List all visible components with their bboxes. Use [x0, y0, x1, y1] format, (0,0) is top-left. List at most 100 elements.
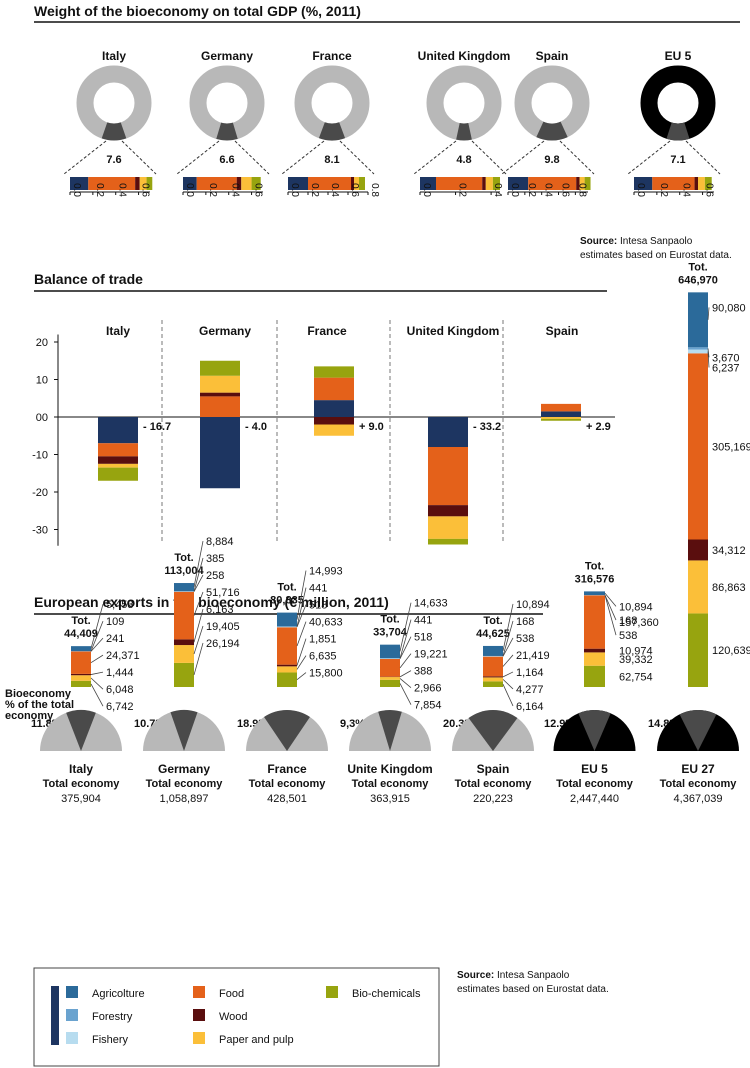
- export-value-label: 6,742: [106, 701, 134, 713]
- export-value-label: 90,080: [712, 302, 746, 314]
- gdp-axis-tick-label: 0.0: [635, 183, 646, 197]
- gdp-bar-segment: [634, 177, 653, 190]
- gdp-bar-segment: [236, 177, 242, 190]
- gdp-axis-tick-label: 0.0: [71, 183, 82, 197]
- gdp-bar-segment: [704, 177, 712, 190]
- export-country-label: EU 5: [581, 762, 608, 776]
- gdp-bar-segment: [485, 177, 493, 190]
- gdp-axis-tick-label: 0.8: [576, 183, 587, 197]
- total-economy-label: Total economy: [249, 778, 327, 790]
- export-value-leader: [296, 587, 307, 627]
- gdp-donut-ring: [426, 65, 502, 141]
- gdp-value-label: 7.1: [670, 154, 685, 166]
- share-explanation-label: Bioeconomy: [5, 688, 72, 700]
- export-value-label: 62,754: [619, 671, 653, 683]
- export-value-label: 14,633: [414, 598, 448, 610]
- gdp-bar-segment: [694, 177, 698, 190]
- export-value-leader: [502, 679, 514, 690]
- export-country-label: France: [267, 762, 307, 776]
- export-value-label: 441: [309, 583, 327, 595]
- tob-bar-segment: [428, 505, 468, 517]
- export-value-label: 538: [516, 633, 534, 645]
- legend-swatch-forestry: [66, 1009, 78, 1021]
- gdp-bar-segment: [420, 177, 436, 190]
- export-value-label: 441: [414, 615, 432, 627]
- tob-bar-segment: [541, 411, 581, 417]
- section3-source-line2: estimates based on Eurostat data.: [457, 984, 609, 995]
- export-value-label: 385: [206, 553, 224, 565]
- export-value-leader: [296, 604, 307, 628]
- gdp-bar-segment: [698, 177, 705, 190]
- export-value-leader: [502, 637, 514, 657]
- export-value-leader: [90, 604, 104, 649]
- export-bar-segment: [483, 681, 503, 687]
- total-economy-label: Total economy: [455, 778, 533, 790]
- total-economy-label: Total economy: [556, 778, 634, 790]
- export-value-leader: [296, 655, 307, 670]
- export-tot-value: 44,409: [64, 628, 98, 640]
- legend-swatch-fishery: [66, 1032, 78, 1044]
- export-bar-segment: [277, 672, 297, 687]
- gdp-leader-line: [63, 140, 107, 175]
- gdp-axis-tick-label: 0.2: [457, 183, 468, 197]
- export-tot-label: Tot.: [277, 582, 296, 594]
- gdp-axis-tick-label: 0.0: [509, 183, 520, 197]
- gdp-leader-line: [413, 140, 457, 175]
- legend-navy-bar: [51, 986, 59, 1045]
- export-bar-segment: [277, 612, 297, 627]
- export-tot-value: 316,576: [575, 573, 615, 585]
- gdp-donut-wedge: [666, 122, 690, 141]
- export-value-leader: [399, 636, 412, 659]
- export-value-label: 109: [106, 616, 124, 628]
- gdp-axis-tick-label: 0.4: [681, 183, 692, 197]
- export-bar-segment: [688, 349, 708, 354]
- export-value-leader: [296, 570, 307, 620]
- gdp-axis-tick-label: 0.6: [140, 183, 151, 197]
- tob-bar-segment: [200, 360, 240, 376]
- export-bar-segment: [688, 539, 708, 561]
- export-value-leader: [193, 557, 204, 592]
- export-bar-segment: [277, 666, 297, 673]
- gdp-value-label: 8.1: [324, 154, 339, 166]
- gdp-bar-segment: [135, 177, 140, 190]
- tob-bar-segment: [98, 443, 138, 457]
- export-value-label: 51,716: [206, 587, 240, 599]
- export-value-label: 14,993: [309, 566, 343, 578]
- export-value-label: 1,164: [516, 667, 544, 679]
- tob-bar-segment: [314, 377, 354, 401]
- export-bar-segment: [584, 665, 605, 687]
- export-value-leader: [502, 620, 514, 657]
- total-economy-value: 220,223: [473, 793, 513, 805]
- export-value-label: 258: [206, 570, 224, 582]
- export-bar-segment: [584, 652, 605, 666]
- tob-bar-segment: [428, 447, 468, 506]
- tob-balance-label: + 2.9: [586, 421, 611, 433]
- export-value-label: 168: [516, 616, 534, 628]
- export-value-label: 34,312: [712, 545, 746, 557]
- gdp-axis-tick-label: 0.8: [369, 183, 380, 197]
- gdp-axis-tick-label: 0.4: [492, 183, 503, 197]
- gdp-country-label: Spain: [536, 49, 569, 63]
- gdp-donut-ring: [189, 65, 265, 141]
- export-bar-segment: [71, 680, 91, 687]
- legend-swatch-agriculture: [66, 986, 78, 998]
- export-value-leader: [399, 678, 412, 688]
- export-country-label: Italy: [69, 762, 93, 776]
- export-value-leader: [296, 638, 307, 666]
- export-value-label: 538: [619, 630, 637, 642]
- tob-balance-label: - 16.7: [143, 421, 171, 433]
- export-value-label: 4,277: [516, 684, 544, 696]
- export-bar-segment: [483, 677, 503, 682]
- gdp-donut-ring: [76, 65, 152, 141]
- legend-label-biochem: Bio-chemicals: [352, 988, 421, 1000]
- export-tot-value: 646,970: [678, 274, 718, 286]
- tob-bar-segment: [314, 400, 354, 417]
- section1-source-line2: estimates based on Eurostat data.: [580, 250, 732, 261]
- gdp-bar-segment: [482, 177, 486, 190]
- export-value-label: 21,419: [516, 650, 550, 662]
- export-value-leader: [193, 608, 204, 643]
- export-bar-segment: [174, 591, 194, 640]
- gdp-bar-segment: [528, 177, 577, 190]
- export-value-leader: [502, 683, 514, 707]
